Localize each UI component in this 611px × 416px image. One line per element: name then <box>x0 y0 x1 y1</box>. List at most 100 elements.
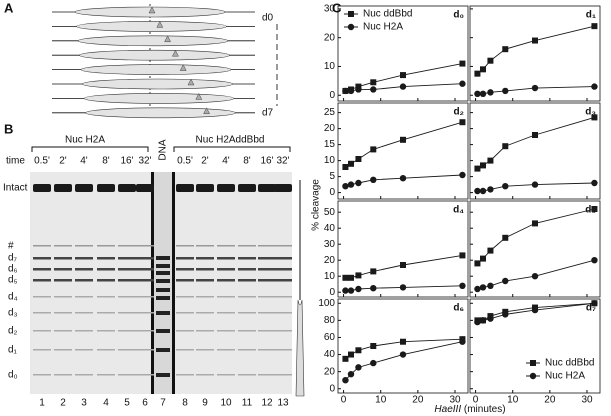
plot-frame <box>337 298 469 394</box>
minor-band <box>176 245 194 247</box>
circle-marker <box>459 171 466 179</box>
x-tick-label: 20 <box>412 395 424 406</box>
ladder-band <box>156 256 170 260</box>
cleavage-band <box>54 374 72 376</box>
circle-marker <box>479 187 487 195</box>
y-tick-label: 20 <box>324 255 336 266</box>
square-marker <box>370 268 377 275</box>
legend-label: Nuc H2A <box>363 22 403 33</box>
series-line <box>345 121 463 168</box>
band-label: d₀ <box>8 370 18 381</box>
x-tick-label: 10 <box>507 395 519 406</box>
minor-band <box>118 245 136 247</box>
ladder-band <box>156 296 170 300</box>
x-tick-label: 30 <box>581 395 593 406</box>
site-marker <box>171 49 179 57</box>
cleavage-band <box>217 312 235 314</box>
ladder-band <box>156 348 170 352</box>
circle-marker <box>487 186 494 193</box>
circle-marker <box>531 306 539 314</box>
square-marker <box>532 220 538 227</box>
y-tick-label: 20 <box>324 32 336 43</box>
lane-number: 4 <box>103 398 109 409</box>
cleavage-band <box>33 257 51 260</box>
minor-band <box>33 245 51 247</box>
bracket <box>31 146 149 152</box>
ladder-band <box>156 288 170 292</box>
cleavage-band <box>258 279 276 282</box>
y-axis-label: % cleavage <box>311 179 322 231</box>
gel-divider <box>172 172 175 394</box>
group-label: Nuc H2A <box>65 135 105 146</box>
series-line <box>345 341 463 381</box>
cleavage-band <box>238 349 256 351</box>
cleavage-band <box>75 279 93 282</box>
cleavage-band <box>33 296 51 298</box>
y-tick-label: 20 <box>324 366 336 377</box>
square-marker <box>400 72 406 79</box>
lane-number: 10 <box>220 398 232 409</box>
y-tick-label: 40 <box>324 349 336 360</box>
square-marker <box>400 136 406 143</box>
minor-band <box>136 245 154 247</box>
cleavage-band <box>238 330 256 332</box>
square-marker <box>502 143 509 150</box>
plot-frame <box>469 5 601 102</box>
cleavage-band <box>97 257 115 260</box>
cleavage-band <box>136 349 154 351</box>
square-marker <box>591 23 598 30</box>
cleavage-band <box>54 279 72 282</box>
cleavage-band <box>176 349 194 351</box>
circle-marker <box>502 277 509 285</box>
y-tick-label: 10 <box>324 61 336 72</box>
cleavage-band <box>97 374 115 376</box>
square-marker <box>480 255 486 262</box>
y-tick-label: 10 <box>324 271 336 282</box>
cleavage-band <box>118 268 136 271</box>
cleavage-band <box>118 330 136 332</box>
intact-band <box>75 184 93 192</box>
circle-marker <box>531 181 539 188</box>
circle-marker <box>459 282 466 289</box>
circle-marker <box>399 284 407 291</box>
x-axis-label-italic: HaeIII <box>434 404 461 415</box>
cleavage-band <box>97 330 115 332</box>
minor-band <box>97 245 115 247</box>
circle-marker <box>591 257 598 264</box>
time-point: 0.5' <box>34 156 50 167</box>
cleavage-band <box>217 330 235 332</box>
plot-frame <box>337 5 469 102</box>
plot-frame <box>469 102 601 200</box>
schematic-label: d0 <box>262 13 274 24</box>
cleavage-band <box>258 257 276 260</box>
circle-marker <box>399 175 407 182</box>
x-tick-label: 10 <box>375 395 387 406</box>
minor-band <box>274 245 292 247</box>
time-point: 2' <box>59 156 67 167</box>
lane-number: 5 <box>124 398 130 409</box>
y-tick-label: 25 <box>324 107 336 118</box>
lane-number: 11 <box>242 398 253 409</box>
circle-marker <box>474 90 481 98</box>
circle-marker <box>370 86 377 93</box>
cleavage-band <box>75 374 93 376</box>
cleavage-band <box>196 257 214 260</box>
cleavage-band <box>176 374 194 376</box>
cleavage-band <box>97 268 115 271</box>
panel-title: d₀ <box>453 10 464 21</box>
ladder-band <box>156 373 170 377</box>
minor-band <box>217 245 235 247</box>
nucleosome <box>77 35 229 47</box>
cleavage-band <box>176 268 194 271</box>
intact-band <box>136 184 154 192</box>
square-marker <box>348 351 354 358</box>
y-tick-label: 40 <box>324 223 336 234</box>
y-tick-label: 20 <box>324 123 336 134</box>
square-marker <box>400 338 406 345</box>
time-point: 32' <box>138 156 151 167</box>
nucleosome <box>82 78 233 90</box>
cleavage-band <box>33 374 51 376</box>
cleavage-band <box>97 349 115 351</box>
square-marker <box>342 164 349 170</box>
cleavage-band <box>196 374 214 376</box>
